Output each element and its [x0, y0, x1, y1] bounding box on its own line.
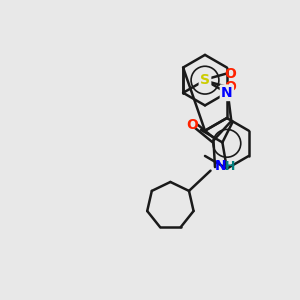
Text: O: O: [224, 67, 236, 81]
Text: S: S: [200, 73, 210, 87]
Text: H: H: [225, 160, 235, 173]
Text: N: N: [214, 159, 226, 172]
Text: N: N: [221, 86, 233, 100]
Text: O: O: [224, 80, 236, 94]
Text: O: O: [187, 118, 199, 133]
